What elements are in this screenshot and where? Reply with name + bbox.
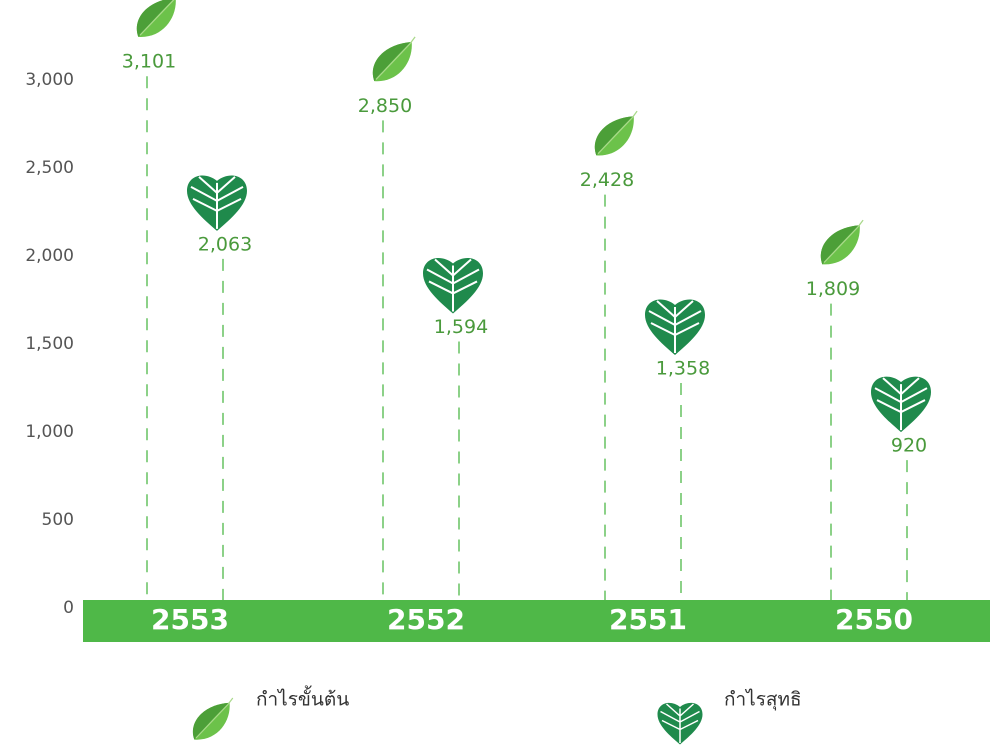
gross-leaf — [373, 37, 415, 81]
legend-label: กำไรขั้นต้น — [256, 686, 349, 711]
y-tick-label: 1,000 — [25, 422, 74, 442]
y-tick-label: 2,500 — [25, 158, 74, 178]
gross-leaf — [595, 111, 637, 155]
y-tick-label: 1,500 — [25, 334, 74, 354]
value-label: 2,428 — [580, 169, 634, 191]
value-label: 2,850 — [358, 95, 412, 117]
y-tick-label: 2,000 — [25, 246, 74, 266]
value-label: 2,063 — [198, 233, 252, 255]
y-tick-label: 0 — [63, 598, 74, 618]
legend-icon — [658, 703, 703, 745]
x-tick-label: 2550 — [835, 603, 913, 636]
y-tick-label: 3,000 — [25, 70, 74, 90]
x-tick-label: 2553 — [151, 603, 229, 636]
y-tick-label: 500 — [42, 510, 74, 530]
net-leaf — [187, 175, 247, 230]
legend: กำไรขั้นต้น กำไรสุทธิ — [193, 686, 802, 745]
value-label: 920 — [891, 435, 927, 457]
gross-leaf — [821, 220, 863, 264]
net-leaf — [871, 377, 931, 432]
net-leaf — [423, 258, 483, 313]
net-leaf — [645, 300, 705, 355]
x-tick-label: 2552 — [387, 603, 465, 636]
value-label: 1,594 — [434, 316, 488, 338]
legend-icon — [193, 698, 233, 740]
legend-label: กำไรสุทธิ — [724, 689, 802, 712]
gross-leaf — [137, 0, 179, 37]
value-label: 1,809 — [806, 278, 860, 300]
chart: กำไรขั้นต้น กำไรสุทธิ 0 500 1,000 1,500 2,000… — [0, 0, 1000, 752]
x-tick-label: 2551 — [609, 603, 687, 636]
value-label: 1,358 — [656, 357, 710, 379]
value-label: 3,101 — [122, 51, 176, 73]
